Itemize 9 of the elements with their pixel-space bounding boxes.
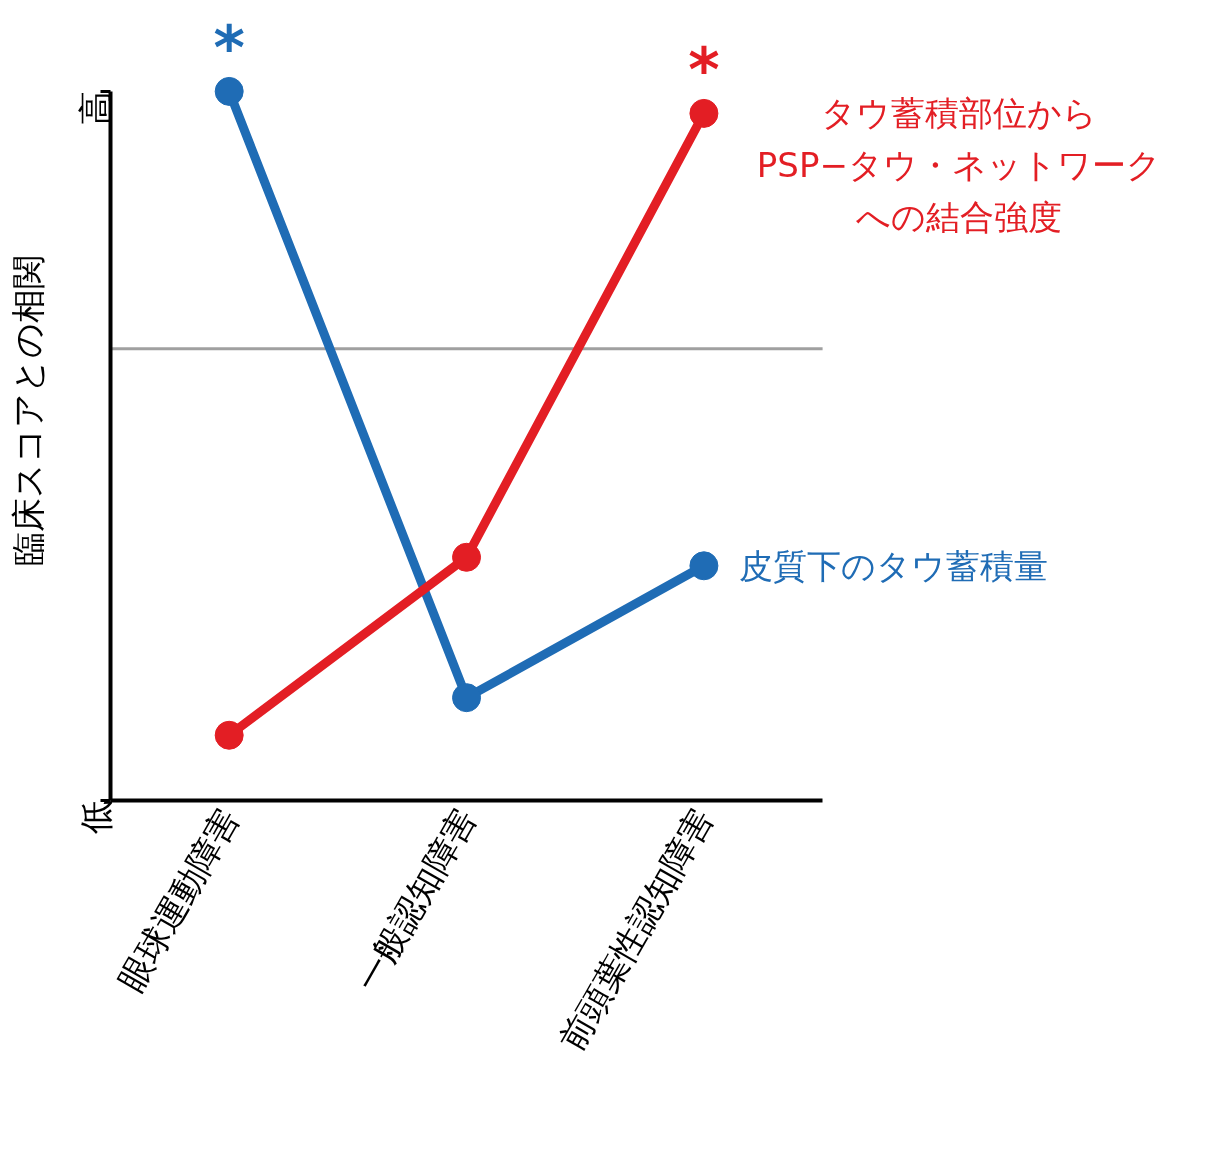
x-tick-label: 一般認知障害 [347, 801, 484, 999]
series-label: 皮質下のタウ蓄積量 [738, 545, 1048, 586]
series-label: タウ蓄積部位からPSP−タウ・ネットワークへの結合強度 [756, 93, 1161, 238]
annotation: * [688, 35, 720, 106]
y-axis-title: 臨床スコアとの相関 [7, 255, 48, 566]
annotation: * [213, 13, 245, 84]
x-tick-label: 前頭葉性認知障害 [551, 801, 722, 1058]
annotation: 低 [75, 800, 116, 835]
annotation: 高 [75, 91, 116, 126]
